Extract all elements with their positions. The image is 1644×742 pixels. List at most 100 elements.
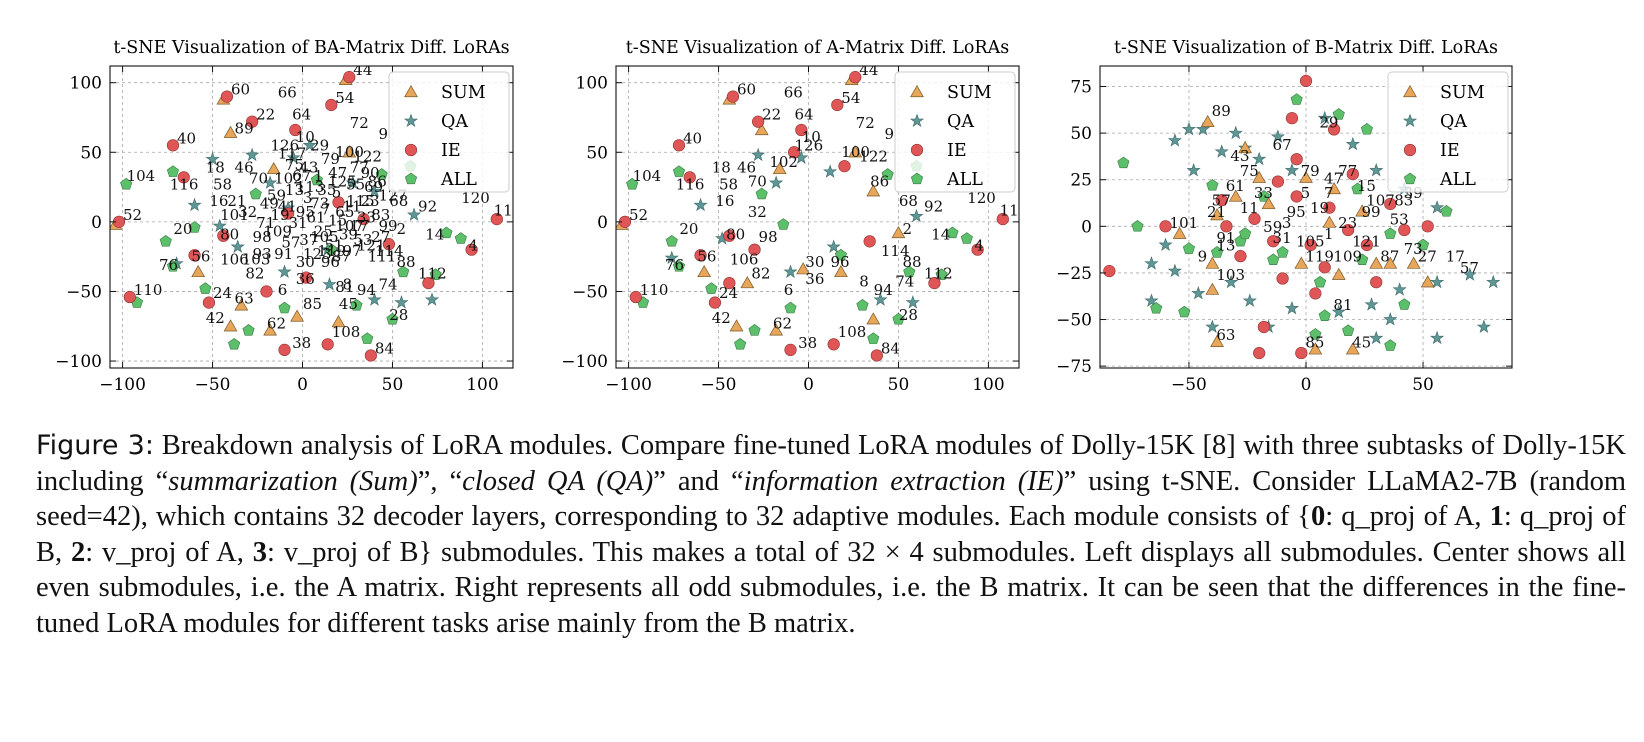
data-point-ie <box>364 349 377 362</box>
data-point-ie <box>1360 238 1373 252</box>
point-label: 58 <box>213 175 232 193</box>
data-point-ie <box>166 139 180 152</box>
data-point-all <box>166 165 180 177</box>
point-label: 100 <box>841 143 870 161</box>
point-label: 107 <box>1366 192 1395 210</box>
point-label: 9 <box>378 125 388 143</box>
point-label: 84 <box>375 339 394 357</box>
chart-title: t-SNE Visualization of BA-Matrix Diff. L… <box>113 38 509 58</box>
data-point-all <box>361 332 374 344</box>
caption-term-ie: information extraction (IE) <box>743 465 1064 497</box>
y-tick-label: −100 <box>55 352 102 372</box>
data-point-qa <box>1331 304 1346 319</box>
data-point-qa <box>909 208 924 223</box>
caption-text: : v_proj of A, <box>85 536 253 568</box>
data-point-qa <box>205 151 220 166</box>
data-point-all <box>1332 108 1345 120</box>
caption-bold-index: 1 <box>1489 501 1504 532</box>
data-point-ie <box>1248 212 1261 225</box>
data-point-qa <box>1242 293 1257 307</box>
point-label: 90 <box>360 164 379 182</box>
legend-marker-qa <box>1402 113 1418 127</box>
data-point-ie <box>343 71 356 84</box>
point-label: 105 <box>1296 233 1325 251</box>
point-label: 114 <box>375 242 404 260</box>
point-label: 75 <box>1240 162 1259 180</box>
data-point-all <box>1239 227 1252 239</box>
data-point-sum <box>342 145 357 158</box>
point-label: 115 <box>346 192 375 210</box>
point-label: 16 <box>209 192 228 210</box>
data-point-all <box>1267 253 1280 266</box>
point-label: 125 <box>328 172 357 190</box>
data-point-qa <box>367 292 382 306</box>
data-point-ie <box>723 229 736 242</box>
point-label: 33 <box>357 209 376 227</box>
data-point-sum <box>1308 342 1323 355</box>
legend-marker-all <box>910 172 924 185</box>
point-label: 88 <box>902 253 921 271</box>
point-label: 62 <box>267 314 286 332</box>
data-point-qa <box>277 264 292 278</box>
data-point-qa <box>693 197 708 212</box>
data-point-ie <box>1384 197 1397 211</box>
point-label: 61 <box>1226 177 1245 195</box>
point-label: 123 <box>303 245 332 263</box>
chart-title: t-SNE Visualization of A-Matrix Diff. Lo… <box>626 38 1009 58</box>
point-label: 13 <box>1216 236 1235 254</box>
point-label: 54 <box>841 89 860 107</box>
data-point-sum <box>754 123 769 136</box>
legend-box <box>388 71 510 193</box>
point-label: 97 <box>342 242 361 260</box>
data-point-ie <box>752 115 765 128</box>
data-point-qa <box>783 264 798 278</box>
scatter-plot: t-SNE Visualization of BA-Matrix Diff. L… <box>55 38 514 395</box>
point-label: 15 <box>328 211 347 229</box>
data-point-ie <box>1276 272 1289 285</box>
point-label: 11 <box>1240 199 1259 217</box>
data-point-qa <box>424 292 440 306</box>
point-label: 92 <box>924 198 943 216</box>
y-tick-label: 0 <box>91 213 102 233</box>
data-point-qa <box>1430 274 1445 289</box>
point-label: 14 <box>425 225 444 243</box>
data-point-all <box>1398 298 1411 310</box>
point-label: 83 <box>1394 192 1413 210</box>
point-label: 2 <box>396 220 406 238</box>
data-point-ie <box>1370 276 1383 289</box>
data-point-sum <box>772 161 787 175</box>
data-point-all <box>228 337 241 350</box>
data-point-ie <box>332 196 345 209</box>
x-tick-label: −100 <box>605 375 652 395</box>
x-tick-label: 0 <box>297 375 308 395</box>
y-tick-label: 50 <box>1070 124 1092 144</box>
point-label: 56 <box>191 248 210 266</box>
point-label: 93 <box>253 245 272 263</box>
point-label: 84 <box>881 339 900 357</box>
point-label: 111 <box>368 248 397 266</box>
data-point-all <box>1440 205 1453 217</box>
data-point-all <box>1318 309 1331 321</box>
caption-text: ”, “ <box>417 465 463 497</box>
data-point-all <box>429 268 442 280</box>
data-point-ie <box>748 243 761 256</box>
data-point-sum <box>1238 141 1253 154</box>
point-label: 68 <box>389 192 408 210</box>
point-label: 103 <box>242 250 271 268</box>
data-point-all <box>1182 242 1196 254</box>
data-point-ie <box>1234 250 1247 263</box>
caption-text: ” using t-SNE. Consider LLaMA2-7B (rando… <box>36 465 1626 533</box>
data-point-sum <box>1383 256 1398 269</box>
caption-term-qa: closed QA (QA) <box>462 465 654 497</box>
point-label: 63 <box>235 289 254 307</box>
point-label: 38 <box>798 334 817 352</box>
point-label: 30 <box>805 253 824 271</box>
data-point-all <box>375 168 388 180</box>
point-label: 45 <box>1352 333 1371 351</box>
data-point-qa <box>1186 162 1201 177</box>
point-label: 36 <box>805 270 824 288</box>
data-point-ie <box>1295 346 1308 360</box>
data-point-ie <box>694 249 707 262</box>
